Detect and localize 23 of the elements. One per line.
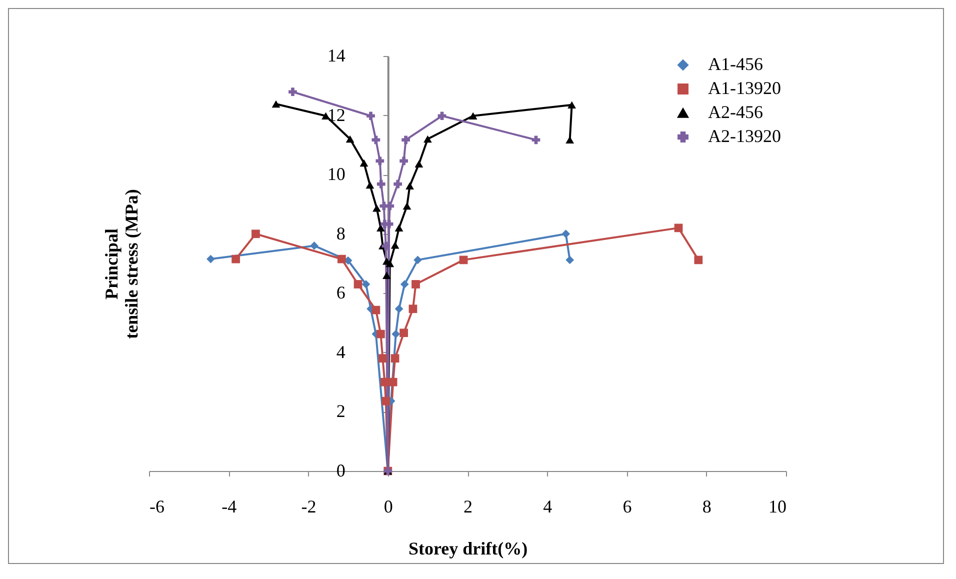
x-tick-label: 8 [702,496,712,516]
y-tick-label: 8 [336,223,346,244]
y-tick-label: 12 [327,104,346,125]
y-tick-label: 10 [327,164,346,184]
x-axis-title: Storey drift(%) [408,538,528,558]
legend-label: A1-456 [708,54,763,74]
legend-label: A2-13920 [708,126,781,146]
y-tick-label: 4 [336,342,346,362]
x-tick-label: -6 [150,496,164,516]
legend-label: A1-13920 [708,78,781,98]
y-tick-label: 14 [327,46,346,66]
x-tick-label: 0 [384,496,393,516]
legend-label: A2-456 [708,102,763,122]
y-tick-label: 0 [336,460,346,480]
x-tick-label: -2 [301,496,316,516]
y-tick-label: 6 [336,282,346,303]
y-axis-title: Principal tensile stress (MPa) [102,189,142,339]
x-tick-label: 10 [768,496,786,516]
x-tick-label: 6 [622,496,632,516]
x-tick-label: 4 [543,496,552,516]
y-tick-label: 2 [336,401,346,422]
x-tick-label: 2 [464,496,472,516]
x-tick-label: -4 [222,496,237,516]
